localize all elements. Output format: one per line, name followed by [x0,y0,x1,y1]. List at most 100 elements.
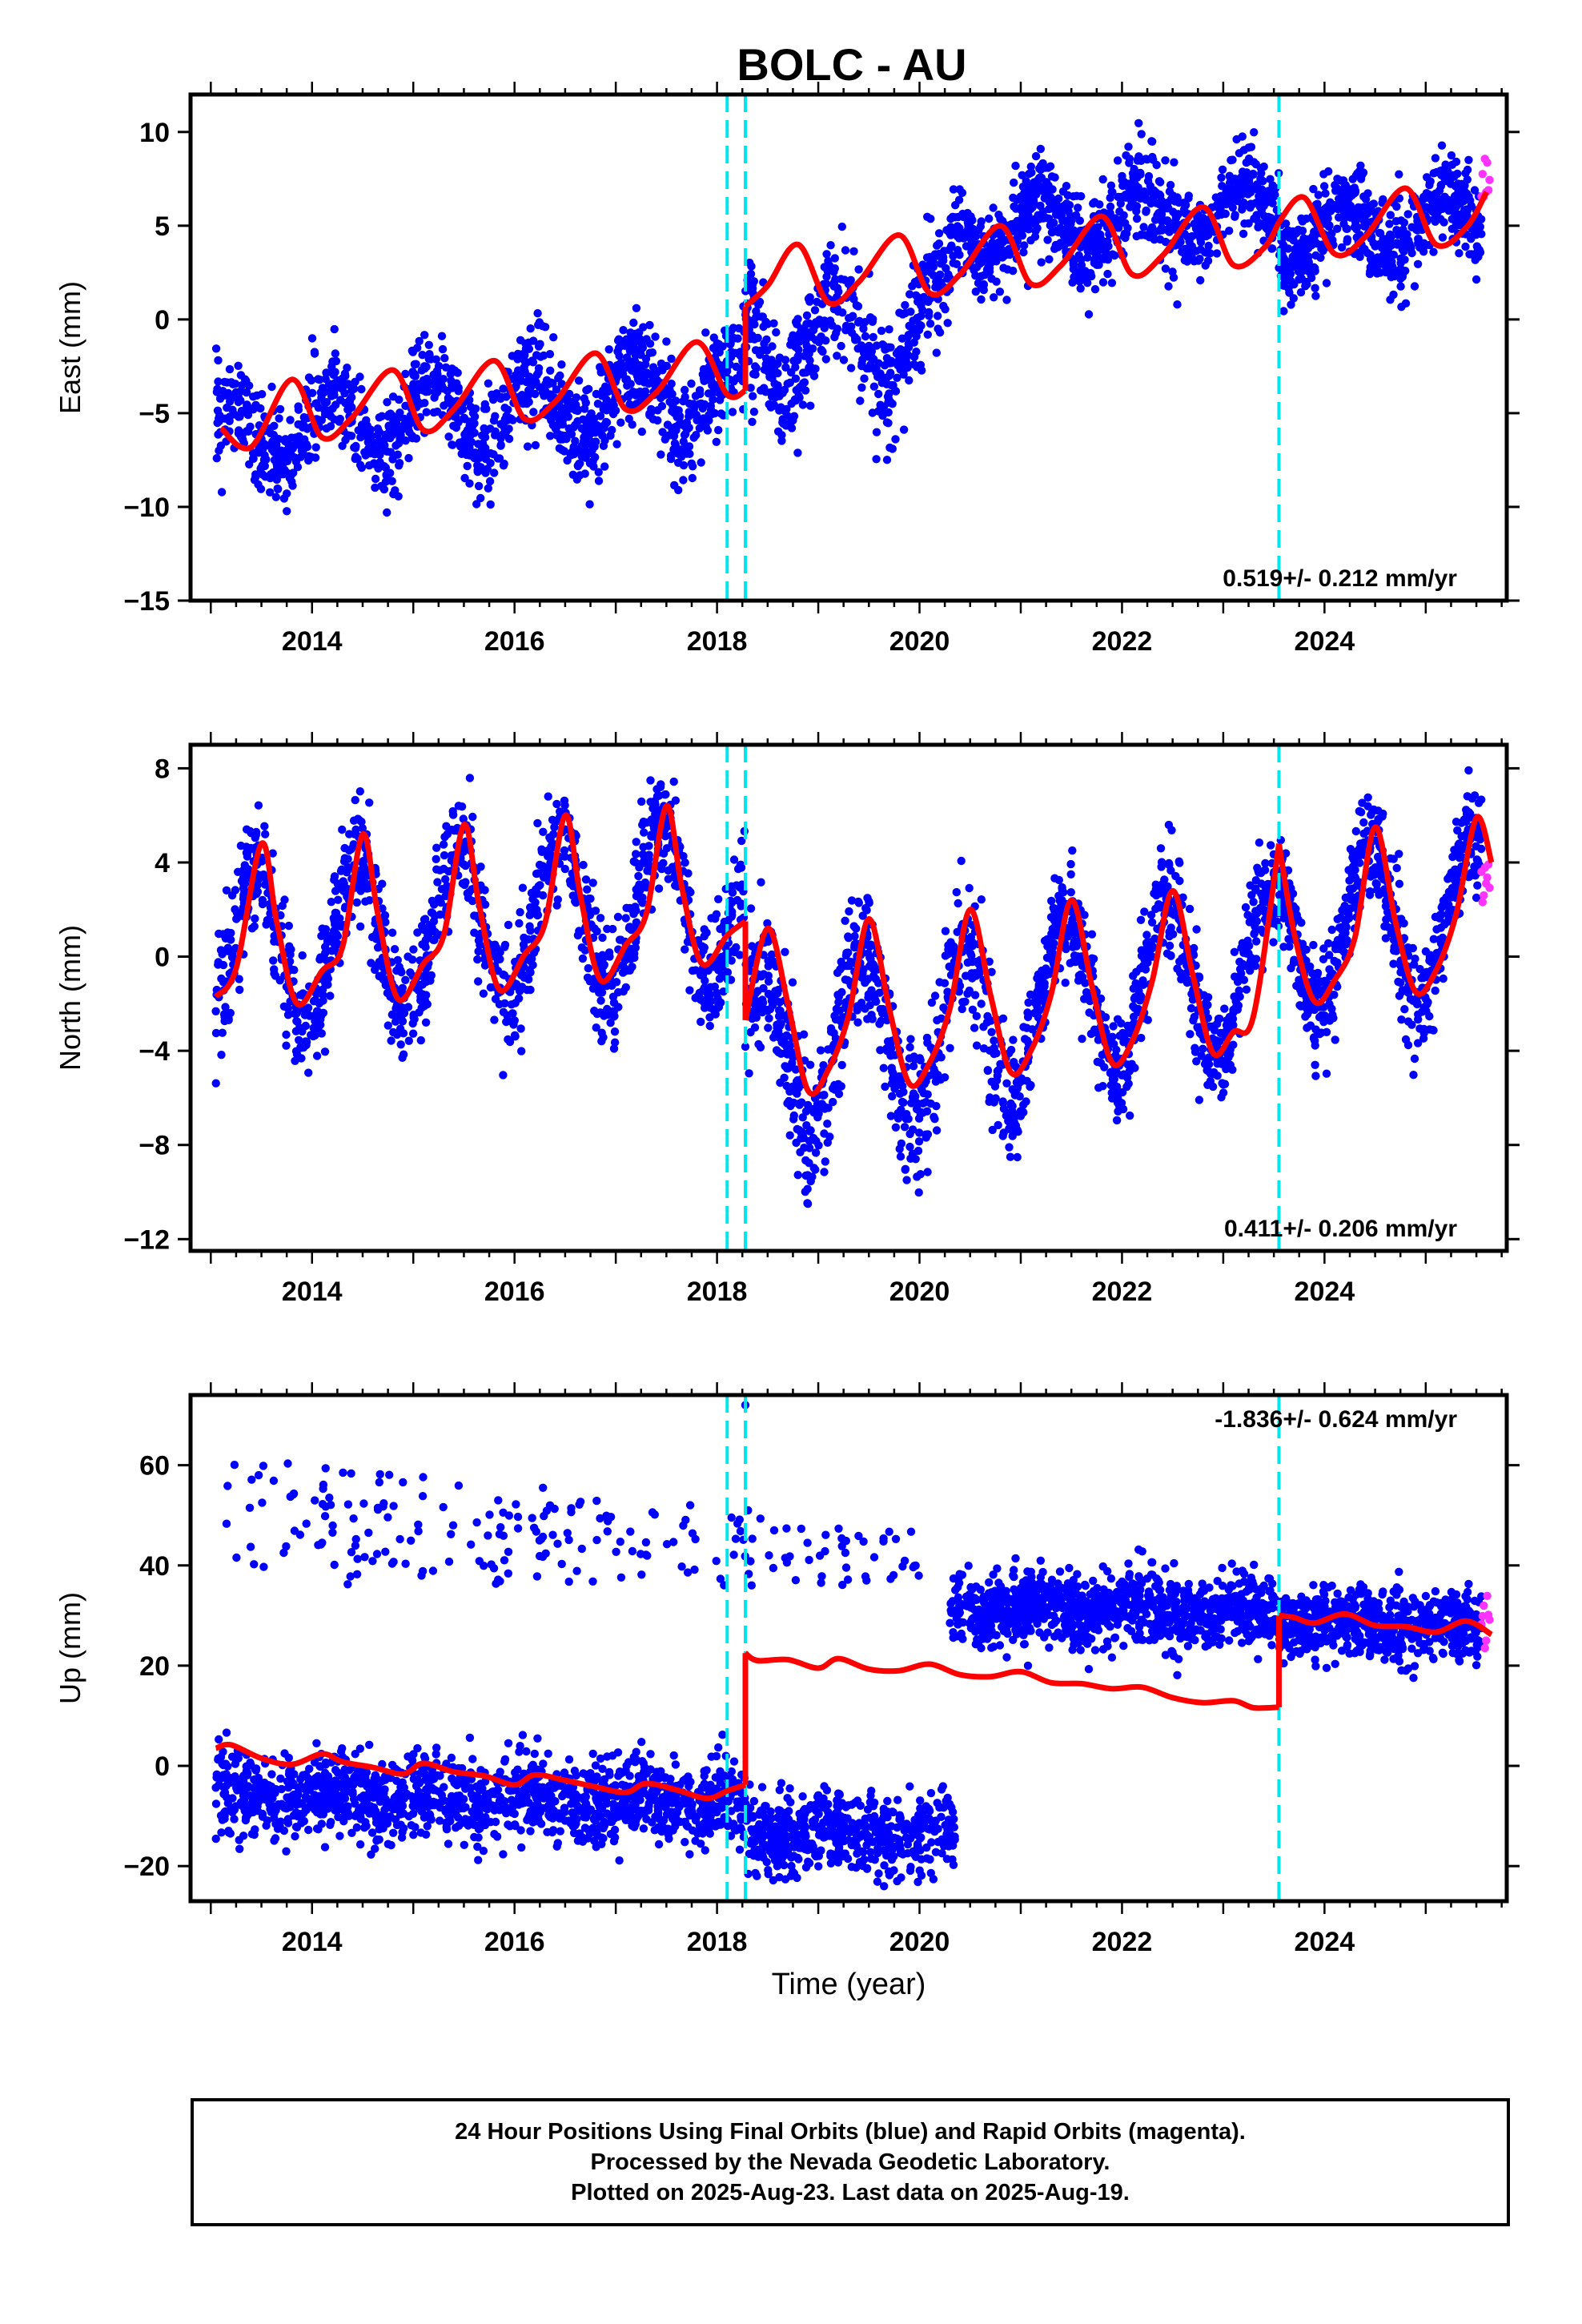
final-orbit-point [269,956,278,965]
final-orbit-point [415,336,424,346]
final-orbit-point [912,348,921,356]
final-orbit-point [768,374,777,383]
final-orbit-point [533,818,542,828]
final-orbit-point [1083,253,1092,262]
final-orbit-point [1090,235,1099,244]
final-orbit-point [700,932,709,941]
final-orbit-point [378,879,387,888]
final-orbit-point [602,418,612,427]
final-orbit-point [685,986,694,995]
final-orbit-point [746,384,755,392]
final-orbit-point [1309,184,1318,194]
final-orbit-point [1464,155,1473,164]
final-orbit-point [1386,211,1395,219]
final-orbit-point [375,413,383,422]
final-orbit-point [1196,275,1205,285]
final-orbit-point [548,379,557,388]
final-orbit-point [298,423,307,432]
final-orbit-point [1341,210,1350,219]
final-orbit-point [727,326,736,335]
final-orbit-point [311,996,320,1005]
final-orbit-point [767,950,777,959]
final-orbit-point [954,246,962,255]
final-orbit-point [211,1007,220,1016]
final-orbit-point [1239,181,1248,190]
final-orbit-point [396,1040,405,1049]
final-orbit-point [534,368,543,377]
final-orbit-point [749,317,757,326]
final-orbit-point [460,473,469,483]
final-orbit-point [685,886,693,895]
final-orbit-point [432,372,440,380]
final-orbit-point [813,297,821,307]
final-orbit-point [464,894,473,903]
final-orbit-point [1076,284,1085,293]
final-orbit-point [632,850,640,858]
final-orbit-point [790,395,799,404]
final-orbit-point [211,1028,221,1038]
final-orbit-point [935,328,945,337]
final-orbit-point [1307,273,1316,283]
final-orbit-point [596,914,605,923]
final-orbit-point [424,931,432,940]
final-orbit-point [529,408,538,416]
final-orbit-point [999,263,1008,272]
final-orbit-point [1158,217,1166,226]
final-orbit-point [424,340,433,349]
final-orbit-point [1043,235,1052,244]
final-orbit-point [1010,178,1018,187]
final-orbit-point [227,953,237,962]
final-orbit-point [594,476,604,485]
final-orbit-point [408,1019,417,1028]
final-orbit-point [1250,158,1259,167]
final-orbit-point [1212,249,1222,258]
final-orbit-point [452,379,461,388]
final-orbit-point [602,395,611,404]
final-orbit-point [1413,259,1423,268]
final-orbit-point [826,241,835,250]
rapid-orbit-point [1483,158,1492,167]
final-orbit-point [1048,195,1058,204]
final-orbit-point [886,397,895,407]
final-orbit-point [225,364,235,374]
final-orbit-point [394,439,404,448]
final-orbit-point [331,939,340,948]
final-orbit-point [351,441,360,451]
final-orbit-point [695,424,704,432]
final-orbit-point [611,365,620,374]
final-orbit-point [502,427,511,436]
final-orbit-point [378,904,387,913]
final-orbit-point [479,989,488,998]
final-orbit-point [877,378,887,388]
final-orbit-point [367,959,375,967]
final-orbit-point [320,1047,330,1056]
final-orbit-point [243,400,251,409]
final-orbit-point [291,1056,299,1066]
final-orbit-point [315,986,325,995]
final-orbit-point [378,444,387,453]
final-orbit-point [1217,173,1226,182]
final-orbit-point [727,348,736,356]
x-tick-label: 2022 [1092,626,1153,657]
final-orbit-point [1124,143,1133,151]
final-orbit-point [629,318,638,328]
final-orbit-point [1285,271,1295,279]
final-orbit-point [1148,137,1157,146]
final-orbit-point [345,397,355,406]
final-orbit-point [648,415,658,424]
final-orbit-point [1139,223,1148,231]
final-orbit-point [1169,207,1178,216]
final-orbit-point [567,430,576,439]
final-orbit-point [806,328,816,336]
final-orbit-point [1327,229,1336,238]
final-orbit-point [1098,254,1106,263]
final-orbit-point [281,435,290,444]
final-orbit-point [493,454,503,463]
final-orbit-point [905,290,914,299]
final-orbit-point [747,262,756,271]
final-orbit-point [1392,202,1401,211]
final-orbit-point [577,943,586,952]
final-orbit-point [315,375,324,384]
final-orbit-point [1098,175,1107,184]
final-orbit-point [536,881,544,890]
